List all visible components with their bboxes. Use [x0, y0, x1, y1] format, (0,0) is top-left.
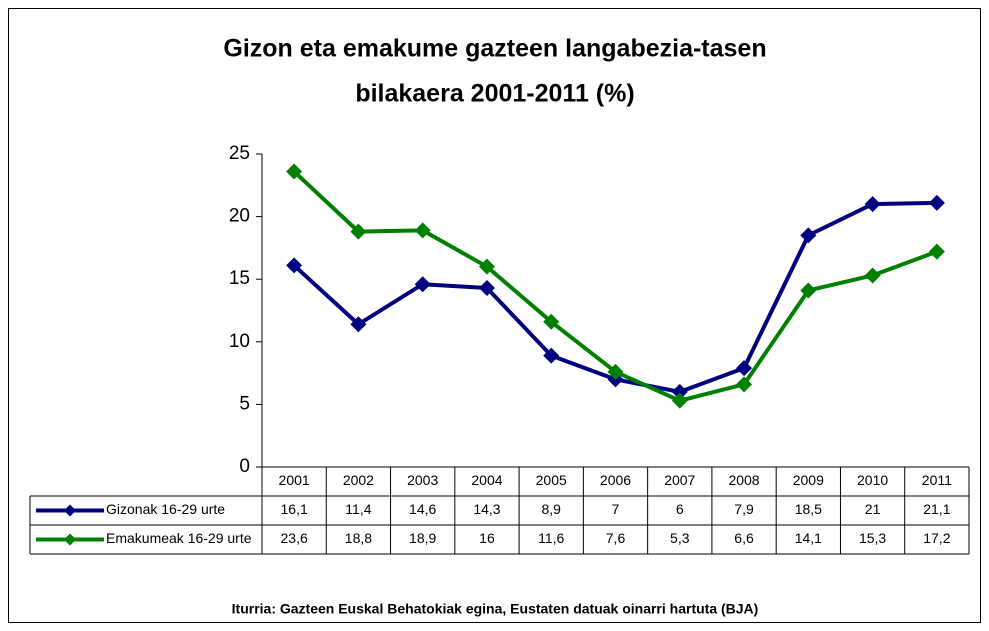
- series-marker: [350, 223, 367, 240]
- legend-label: Gizonak 16-29 urte: [106, 501, 225, 517]
- series-marker: [543, 313, 560, 330]
- x-tick-label: 2004: [471, 472, 502, 488]
- chart-title: bilakaera 2001-2011 (%): [355, 80, 634, 108]
- series-marker: [286, 257, 303, 274]
- table-value: 14,1: [795, 530, 822, 546]
- series-marker: [414, 276, 431, 293]
- table-value: 8,9: [541, 501, 561, 517]
- table-value: 16: [479, 530, 495, 546]
- series-marker: [350, 316, 367, 333]
- table-value: 18,9: [409, 530, 436, 546]
- table-value: 7,6: [606, 530, 626, 546]
- table-value: 11,6: [538, 530, 564, 546]
- table-value: 16,1: [281, 501, 308, 517]
- table-value: 23,6: [281, 530, 308, 546]
- source-note: Iturria: Gazteen Euskal Behatokiak egina…: [232, 601, 759, 617]
- series-marker: [478, 258, 495, 275]
- series-marker: [800, 227, 817, 244]
- table-value: 14,3: [473, 501, 500, 517]
- legend-marker: [64, 533, 76, 546]
- y-tick-label: 5: [239, 393, 250, 414]
- series-marker: [671, 383, 688, 400]
- series-marker: [864, 267, 881, 284]
- x-tick-label: 2011: [922, 472, 952, 488]
- x-tick-label: 2007: [664, 472, 695, 488]
- y-tick-label: 10: [229, 331, 250, 352]
- x-tick-label: 2005: [536, 472, 567, 488]
- series-marker: [736, 376, 753, 393]
- x-tick-label: 2008: [728, 472, 759, 488]
- x-tick-label: 2006: [600, 472, 631, 488]
- table-value: 21: [865, 501, 881, 517]
- table-value: 14,6: [409, 501, 436, 517]
- series-marker: [414, 222, 431, 239]
- table-value: 15,3: [859, 530, 886, 546]
- series-marker: [607, 363, 624, 380]
- table-value: 18,8: [345, 530, 372, 546]
- chart-title: Gizon eta emakume gazteen langabezia-tas…: [223, 35, 766, 63]
- x-tick-label: 2003: [407, 472, 438, 488]
- table-value: 6,6: [734, 530, 754, 546]
- table-value: 18,5: [795, 501, 822, 517]
- x-tick-label: 2001: [279, 472, 310, 488]
- x-tick-label: 2010: [857, 472, 888, 488]
- table-value: 7: [612, 501, 620, 517]
- table-value: 7,9: [734, 501, 754, 517]
- series-marker: [286, 163, 303, 180]
- series-marker: [543, 347, 560, 364]
- y-tick-label: 20: [229, 206, 250, 227]
- x-tick-label: 2009: [793, 472, 824, 488]
- series-marker: [478, 279, 495, 296]
- table-value: 5,3: [670, 530, 690, 546]
- legend-label: Emakumeak 16-29 urte: [106, 530, 252, 546]
- series-marker: [928, 243, 945, 260]
- legend-marker: [64, 504, 76, 517]
- chart-border: [8, 8, 981, 623]
- y-tick-label: 25: [229, 143, 250, 164]
- series-marker: [800, 282, 817, 299]
- series-marker: [671, 392, 688, 409]
- x-tick-label: 2002: [343, 472, 374, 488]
- series-marker: [928, 194, 945, 211]
- table-value: 21,1: [923, 501, 950, 517]
- table-value: 6: [676, 501, 684, 517]
- series-marker: [736, 360, 753, 377]
- series-marker: [864, 196, 881, 213]
- y-tick-label: 0: [239, 456, 250, 477]
- table-value: 11,4: [345, 501, 371, 517]
- y-tick-label: 15: [229, 268, 250, 289]
- table-value: 17,2: [923, 530, 950, 546]
